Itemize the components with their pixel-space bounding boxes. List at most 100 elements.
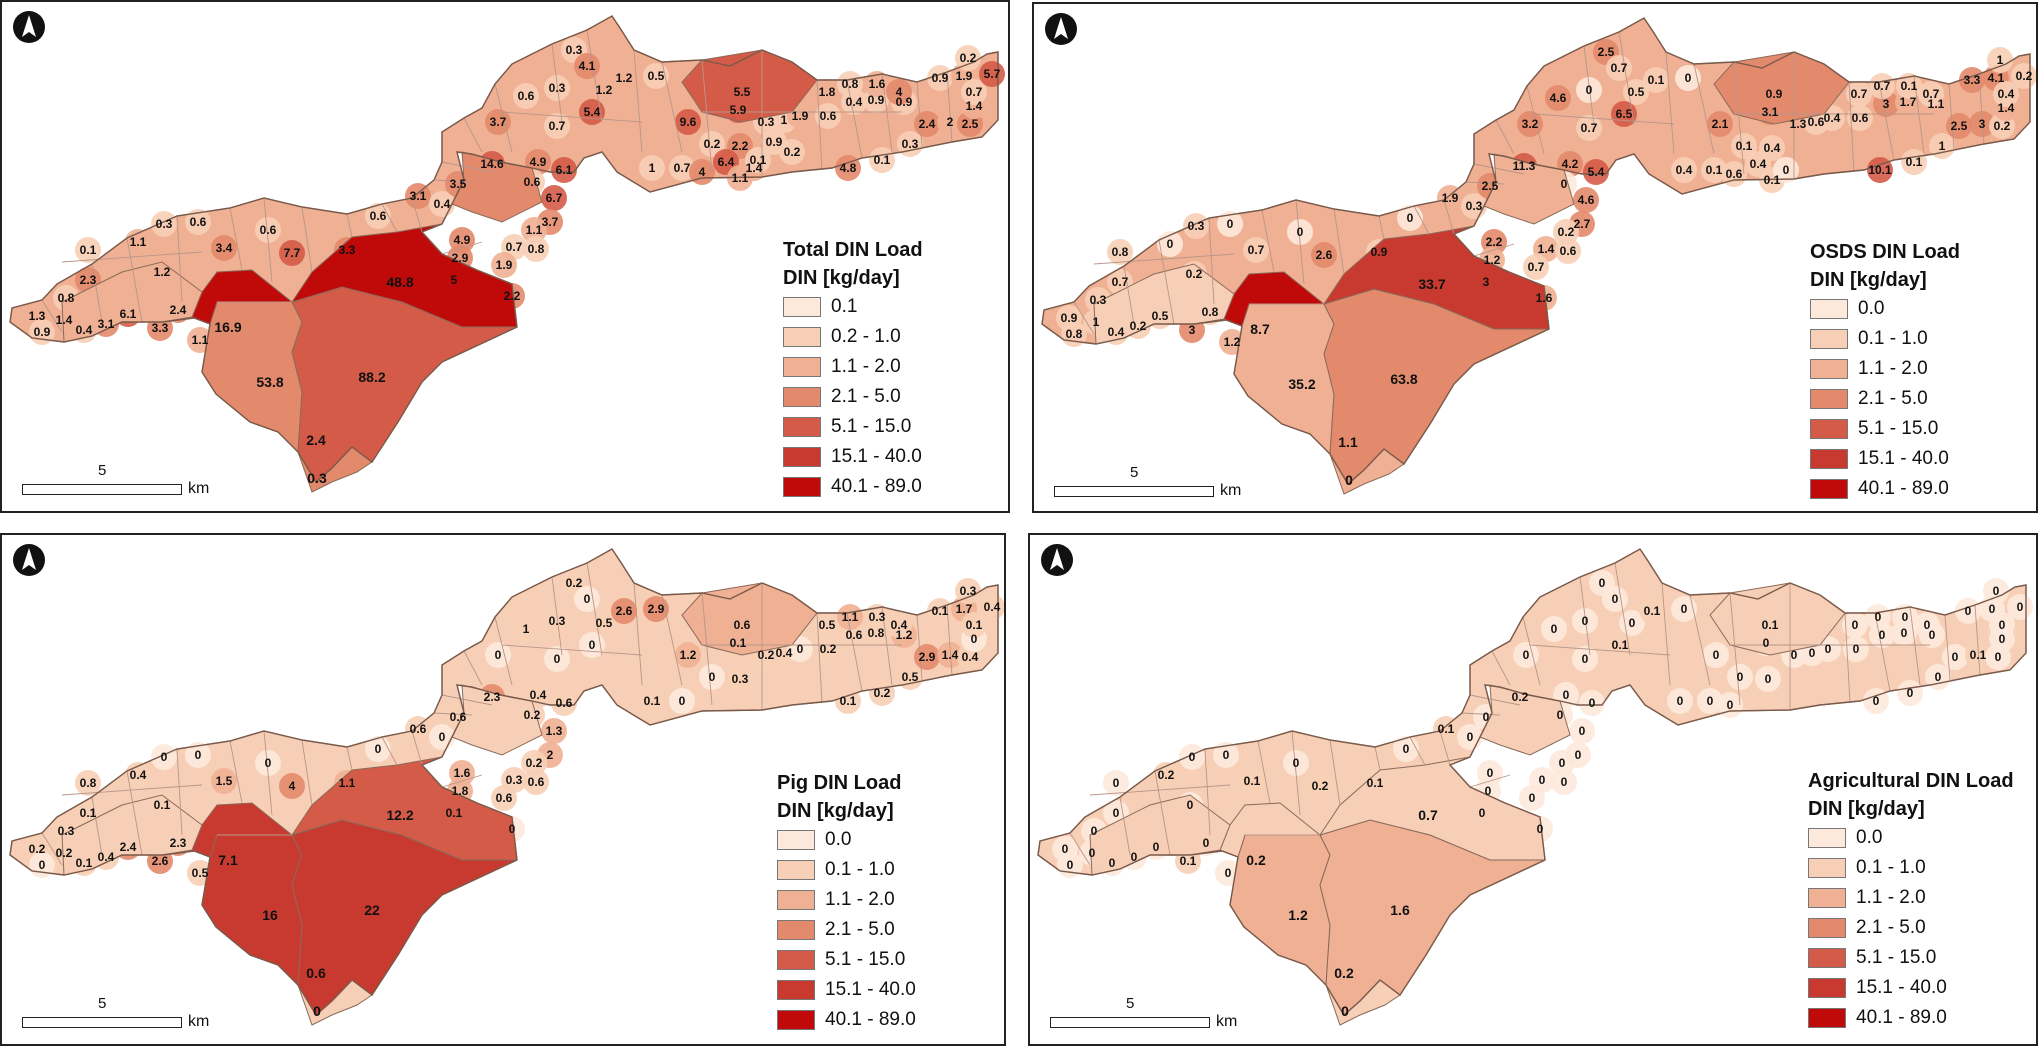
watershed-label: 0.6 bbox=[370, 209, 387, 223]
watershed-label: 53.8 bbox=[256, 374, 283, 390]
watershed-label: 0.1 bbox=[644, 694, 661, 708]
watershed-region bbox=[513, 616, 539, 642]
watershed-label: 4.6 bbox=[1550, 91, 1567, 105]
watershed-region bbox=[1847, 105, 1873, 131]
watershed-label: 3 bbox=[1483, 275, 1490, 289]
legend-swatch bbox=[1810, 329, 1848, 349]
watershed-label: 0 bbox=[1559, 756, 1566, 770]
watershed-label: 0 bbox=[161, 750, 168, 764]
watershed-label: 2.4 bbox=[306, 432, 326, 448]
watershed-label: 0 bbox=[1575, 748, 1582, 762]
watershed-label: 0 bbox=[1965, 604, 1972, 618]
scale-bar: 5 km bbox=[22, 462, 262, 502]
watershed-label: 3.5 bbox=[450, 177, 467, 191]
watershed-region bbox=[1727, 664, 1753, 690]
watershed-label: 2.2 bbox=[732, 139, 749, 153]
watershed-label: 0.3 bbox=[869, 610, 886, 624]
legend-swatch bbox=[1810, 449, 1848, 469]
watershed-label: 0 bbox=[1189, 750, 1196, 764]
watershed-label: 0 bbox=[1341, 1003, 1349, 1019]
watershed-label: 0.9 bbox=[896, 95, 913, 109]
watershed-label: 16 bbox=[262, 907, 278, 923]
watershed-label: 0.3 bbox=[1090, 293, 1107, 307]
watershed-label: 0 bbox=[1589, 696, 1596, 710]
legend-item: 40.1 - 89.0 bbox=[1810, 474, 1960, 504]
watershed-region bbox=[779, 139, 805, 165]
watershed-label: 0.2 bbox=[1334, 965, 1354, 981]
watershed-label: 0 bbox=[1113, 806, 1120, 820]
watershed-region bbox=[837, 604, 863, 630]
watershed-region bbox=[405, 183, 431, 209]
watershed-region bbox=[491, 785, 517, 811]
watershed-label: 0 bbox=[1579, 724, 1586, 738]
legend-swatch bbox=[1810, 419, 1848, 439]
watershed-boundary bbox=[1329, 739, 1341, 806]
watershed-boundary bbox=[411, 197, 423, 233]
watershed-label: 0.2 bbox=[2016, 69, 2033, 83]
watershed-label: 0 bbox=[1707, 694, 1714, 708]
watershed-boundary bbox=[1208, 217, 1215, 305]
watershed-region bbox=[1243, 237, 1269, 263]
legend-label: 1.1 - 2.0 bbox=[831, 356, 901, 377]
watershed-label: 0 bbox=[1853, 642, 1860, 656]
watershed-label: 5.4 bbox=[584, 105, 601, 119]
legend-title: Agricultural DIN Load bbox=[1808, 770, 2014, 792]
legend-label: 0.1 - 1.0 bbox=[1858, 328, 1928, 349]
watershed-region bbox=[1233, 303, 1335, 456]
watershed-region bbox=[491, 252, 517, 278]
watershed-label: 4.6 bbox=[1578, 193, 1595, 207]
watershed-region bbox=[1703, 642, 1729, 668]
watershed-label: 0 bbox=[1487, 766, 1494, 780]
watershed-label: 0.4 bbox=[962, 650, 979, 664]
watershed-region bbox=[955, 45, 981, 71]
legend-label: 5.1 - 15.0 bbox=[1856, 947, 1937, 968]
watershed-boundary bbox=[263, 197, 273, 283]
watershed-label: 0 bbox=[589, 638, 596, 652]
watershed-label: 0.5 bbox=[1152, 309, 1169, 323]
watershed-label: 1 bbox=[1939, 139, 1946, 153]
watershed-region bbox=[1523, 254, 1549, 280]
watershed-label: 6.1 bbox=[120, 307, 137, 321]
watershed-label: 1.4 bbox=[1538, 242, 1555, 256]
watershed-label: 0.2 bbox=[56, 846, 73, 860]
watershed-label: 0.1 bbox=[1648, 73, 1665, 87]
watershed-boundary bbox=[633, 49, 643, 153]
watershed-label: 0.5 bbox=[902, 670, 919, 684]
legend-swatch bbox=[1808, 858, 1846, 878]
watershed-label: 0 bbox=[1993, 584, 2000, 598]
watershed-boundary bbox=[916, 614, 923, 681]
watershed-region bbox=[1993, 81, 2019, 107]
watershed-boundary bbox=[433, 712, 473, 716]
watershed-label: 1.2 bbox=[680, 648, 697, 662]
watershed-label: 0.7 bbox=[1112, 275, 1129, 289]
watershed-label: 0 bbox=[1873, 694, 1880, 708]
watershed-label: 0.8 bbox=[528, 242, 545, 256]
legend: Agricultural DIN Load DIN [kg/day] 0.0 0.… bbox=[1808, 767, 2014, 1033]
watershed-label: 0.6 bbox=[1726, 167, 1743, 181]
watershed-region bbox=[1773, 157, 1799, 183]
watershed-region bbox=[523, 236, 549, 262]
watershed-region bbox=[1545, 85, 1571, 111]
watershed-boundary bbox=[1614, 562, 1631, 656]
watershed-label: 0.1 bbox=[840, 694, 857, 708]
watershed-boundary bbox=[1909, 606, 1921, 686]
watershed-label: 0.8 bbox=[842, 77, 859, 91]
watershed-label: 0.1 bbox=[1970, 648, 1987, 662]
watershed-label: 0.8 bbox=[1202, 305, 1219, 319]
watershed-boundary bbox=[633, 582, 643, 686]
legend-item: 0.1 bbox=[783, 292, 923, 322]
watershed-region bbox=[1573, 187, 1599, 213]
watershed-label: 0 bbox=[1875, 610, 1882, 624]
watershed-label: 12.2 bbox=[386, 807, 413, 823]
legend-label: 0.0 bbox=[1858, 298, 1885, 319]
watershed-label: 0 bbox=[1225, 866, 1232, 880]
watershed-region bbox=[1983, 578, 2009, 604]
watershed-boundary bbox=[1461, 712, 1501, 716]
watershed-region bbox=[1671, 596, 1697, 622]
legend-item: 2.1 - 5.0 bbox=[1810, 384, 1960, 414]
watershed-label: 0 bbox=[679, 694, 686, 708]
watershed-label: 3 bbox=[1189, 323, 1196, 337]
watershed-label: 0.1 bbox=[446, 806, 463, 820]
watershed-region bbox=[201, 834, 303, 987]
watershed-label: 16.9 bbox=[214, 319, 241, 335]
